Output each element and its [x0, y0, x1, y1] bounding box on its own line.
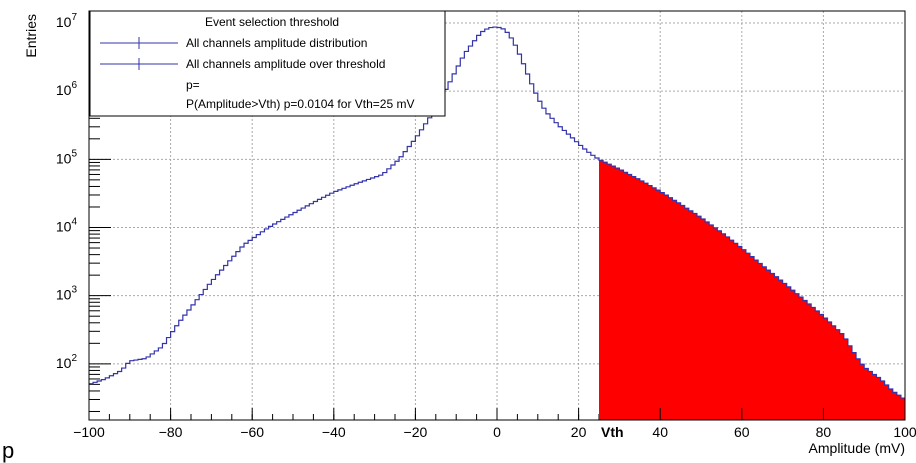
x-tick-label: 100 [893, 424, 916, 440]
x-tick-label: 0 [493, 424, 501, 440]
x-tick-label: 20 [571, 424, 587, 440]
threshold-fill [599, 160, 905, 421]
y-tick-label: 106 [56, 80, 78, 98]
legend-entry-distribution: All channels amplitude distribution [186, 36, 367, 50]
distribution-line [89, 26, 905, 399]
y-axis-ticks: 102 103 104 105 106 107 [56, 12, 111, 371]
x-axis-ticks: −100 −80 −60 −40 −20 0 20 40 60 80 100 [73, 408, 916, 440]
y-tick-label: 107 [56, 12, 78, 30]
legend-extra-p: p= [186, 78, 200, 92]
x-tick-label: −80 [159, 424, 183, 440]
x-tick-label: 60 [734, 424, 750, 440]
x-tick-label: −60 [240, 424, 264, 440]
y-tick-label: 102 [56, 353, 78, 371]
legend: Event selection threshold All channels a… [89, 10, 446, 117]
x-axis-title: Amplitude (mV) [809, 440, 905, 456]
x-tick-label: −20 [404, 424, 428, 440]
x-tick-label: 40 [652, 424, 668, 440]
y-axis-title: Entries [23, 14, 39, 58]
vth-label: Vth [601, 424, 624, 440]
y-tick-label: 103 [56, 285, 78, 303]
legend-marker-threshold [100, 58, 178, 70]
stray-text: p [2, 438, 15, 463]
x-tick-label: −40 [322, 424, 346, 440]
legend-entry-threshold: All channels amplitude over threshold [186, 57, 385, 71]
x-tick-label: −100 [73, 424, 105, 440]
legend-extra-probability: P(Amplitude>Vth) p=0.0104 for Vth=25 mV [186, 97, 414, 111]
y-tick-label: 104 [56, 217, 78, 235]
legend-header: Event selection threshold [205, 15, 339, 29]
legend-marker-distribution [100, 37, 178, 49]
x-tick-label: 80 [816, 424, 832, 440]
y-tick-label: 105 [56, 148, 78, 166]
